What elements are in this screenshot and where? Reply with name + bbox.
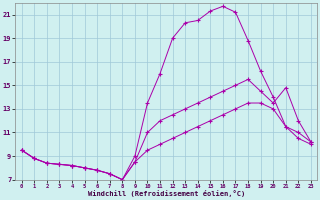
X-axis label: Windchill (Refroidissement éolien,°C): Windchill (Refroidissement éolien,°C) xyxy=(88,190,245,197)
